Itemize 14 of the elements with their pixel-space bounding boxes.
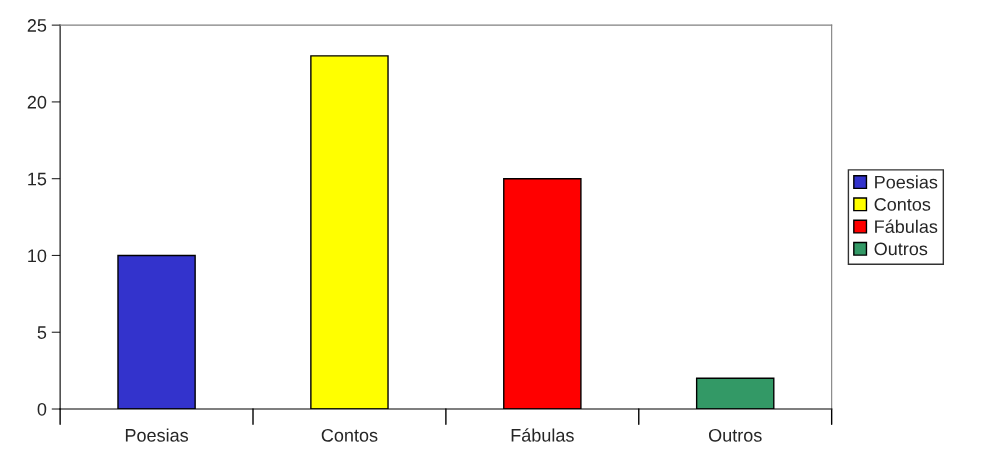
y-tick-label: 15 (28, 172, 47, 186)
legend-label: Outros (874, 242, 928, 256)
legend-label: Poesias (875, 175, 938, 189)
y-tick-label: 10 (28, 249, 47, 263)
legend-label: Contos (874, 198, 931, 211)
y-tick-label: 20 (27, 95, 47, 109)
y-tick-label: 0 (37, 402, 47, 416)
x-tick-label: Outros (708, 428, 762, 442)
y-tick-label: 5 (37, 326, 47, 339)
x-tick-label: Poesias (125, 428, 189, 442)
y-tick-label: 25 (27, 19, 47, 32)
x-tick-label: Contos (321, 428, 378, 442)
x-tick-label: Fábulas (511, 428, 574, 442)
legend-label: Fábulas (875, 219, 938, 234)
